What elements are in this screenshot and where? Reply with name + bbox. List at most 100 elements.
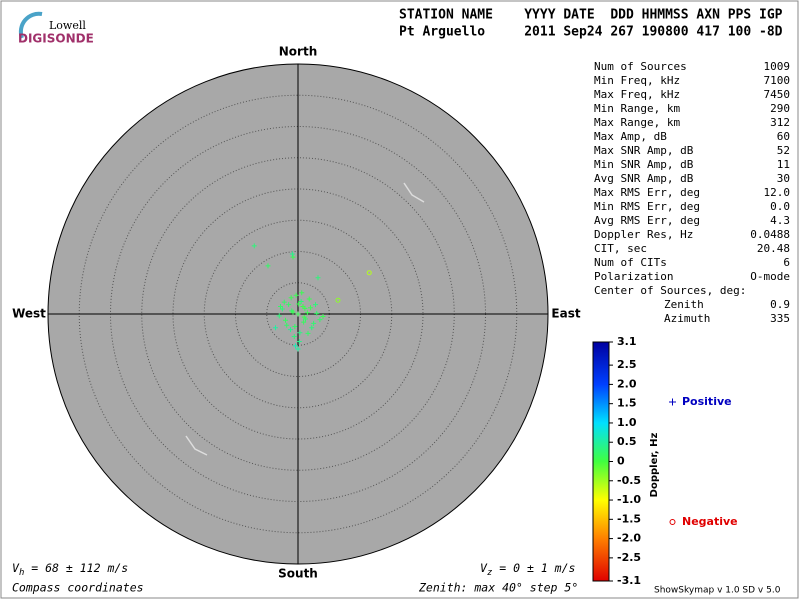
source-positive [276,313,282,319]
colorbar-tick-label: 1.0 [617,416,637,429]
colorbar-tick-label: -2.0 [617,532,641,545]
source-positive [251,243,257,249]
source-positive [295,311,301,317]
center-azimuth: 335 [770,312,790,325]
colorbar-tick-label: 2.5 [617,358,637,371]
source-positive [298,299,304,304]
stat-label: Min SNR Amp, dB [594,158,694,171]
source-positive [315,275,321,281]
stat-value: 4.3 [770,214,790,227]
source-positive [283,317,288,323]
source-positive [305,330,311,336]
center-zenith-label: Zenith [664,298,704,311]
source-positive [286,302,292,308]
source-positive [296,301,302,307]
center-zenith: 0.9 [770,298,790,311]
stat-label: Max RMS Err, deg [594,186,700,199]
source-positive [308,305,313,311]
source-positive [265,263,271,269]
source-positive [292,324,298,329]
colorbar-tick-label: -1.0 [617,493,641,506]
source-positive [299,290,305,296]
stat-label: Num of Sources [594,60,687,73]
stat-label: Doppler Res, Hz [594,228,693,241]
stat-value: 60 [777,130,790,143]
stat-value: 6 [783,256,790,269]
marker-v [185,435,208,456]
stat-value: 312 [770,116,790,129]
colorbar-title: Doppler, Hz [649,433,660,498]
source-positive [293,343,298,349]
dir-south: South [278,567,318,581]
dir-east: East [551,307,580,321]
source-positive [302,305,308,311]
source-positive [288,295,294,301]
stat-value: 0.0488 [750,228,790,241]
version: ShowSkymap v 1.0 SD v 5.0 [654,586,781,596]
source-positive [291,334,297,339]
center-title: Center of Sources, deg: [594,284,746,297]
stat-value: 1009 [764,60,791,73]
source-positive [301,319,307,325]
source-positive [293,292,299,298]
stat-value: 7450 [764,88,791,101]
stat-label: Max Range, km [594,116,680,129]
legend-plus [669,398,676,406]
colorbar-tick-label: 3.1 [617,335,637,348]
legend-circle [669,519,676,525]
stat-value: 7100 [764,74,791,87]
source-positive [273,325,278,331]
vh: Vh = 68 ± 112 m/s [12,561,128,578]
source-negative [335,297,341,303]
colorbar-tick-label: 1.5 [617,397,637,410]
colorbar-tick-label: 2.0 [617,377,637,390]
logo-top: Lowell [49,19,86,32]
legend-positive: Positive [682,395,732,408]
source-negative [366,270,372,276]
stat-value: 290 [770,102,790,115]
colorbar-tick-label: -0.5 [617,474,641,487]
stat-label: Min RMS Err, deg [594,200,700,213]
source-positive [314,310,320,316]
source-positive [290,309,296,315]
source-positive [306,296,312,302]
legend-negative: Negative [682,515,738,528]
source-positive [284,322,290,328]
stat-label: Num of CITs [594,256,667,269]
stat-label: Max Amp, dB [594,130,667,143]
colorbar-tick-label: 0 [617,455,625,468]
vz: Vz = 0 ± 1 m/s [480,561,576,578]
source-positive [290,254,296,260]
source-positive [313,302,318,308]
colorbar [592,341,610,582]
dir-north: North [279,45,317,59]
stat-value: 52 [777,144,790,157]
source-positive [304,310,310,316]
logo-arc [18,11,43,39]
colorbar-tick-label: -3.1 [617,574,641,587]
stat-value: 30 [777,172,790,185]
stat-value: 20.48 [757,242,790,255]
coords: Compass coordinates [12,581,144,595]
source-positive [278,304,283,309]
stat-label: Min Range, km [594,102,680,115]
logo-bottom: DIGISONDE [18,32,94,46]
source-positive [303,316,308,322]
marker-v [403,182,425,203]
colorbar-tick-label: -1.5 [617,512,641,525]
stat-value: 12.0 [764,186,791,199]
stat-label: Min Freq, kHz [594,74,680,87]
dir-west: West [12,307,46,321]
stat-value: O-mode [750,270,790,283]
stat-value: 0.0 [770,200,790,213]
header-columns: STATION NAME YYYY DATE DDD HHMMSS AXN PP… [399,8,783,23]
stat-label: Avg SNR Amp, dB [594,172,694,185]
stat-label: Avg RMS Err, deg [594,214,700,227]
source-positive [288,327,293,333]
stat-label: CIT, sec [594,242,647,255]
stat-label: Max SNR Amp, dB [594,144,694,157]
source-positive [309,325,315,331]
stat-label: Polarization [594,270,673,283]
